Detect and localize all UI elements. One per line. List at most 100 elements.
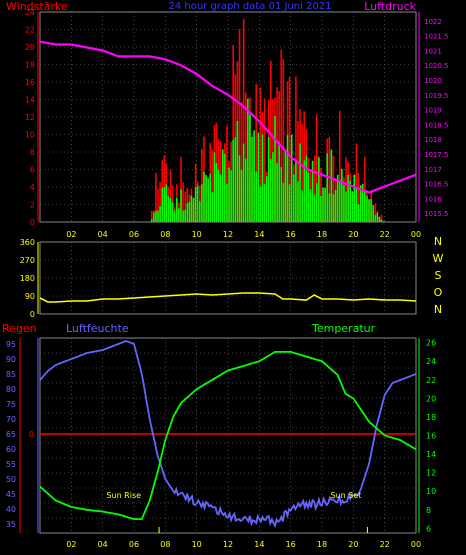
wind-direction-degree-tick: 270 [20, 256, 35, 265]
wind-pressure-time-tick: 04 [98, 230, 108, 239]
wind-pressure-time-tick: 08 [160, 230, 170, 239]
humidity-axis: 35 40 45 50 55 60 65 70 75 80 85 90 95 0 [6, 338, 39, 533]
climate-time-tick: 20 [348, 540, 358, 549]
humidity-tick: 85 [6, 370, 16, 379]
wind-pressure-time-tick: 22 [380, 230, 390, 239]
temperature-tick: 20 [426, 394, 436, 403]
pressure-tick: 1022 [424, 18, 442, 26]
climate-time-tick: 06 [129, 540, 139, 549]
wind-direction-degree-tick: 180 [20, 274, 35, 283]
temperature-tick: 24 [426, 357, 436, 366]
humidity-tick: 40 [6, 505, 16, 514]
temperature-tick: 18 [426, 413, 436, 422]
pressure-tick: 1021.5 [424, 33, 449, 41]
wind-direction-degree-tick: 90 [25, 292, 35, 301]
humidity-tick: 55 [6, 460, 16, 469]
wind-speed-tick: 14 [25, 96, 35, 105]
climate-time-tick: 00 [411, 540, 421, 549]
humidity-tick: 70 [6, 415, 16, 424]
climate-time-tick: 08 [160, 540, 170, 549]
humidity-tick: 80 [6, 385, 16, 394]
wind-speed-tick: 22 [25, 26, 35, 35]
temperature-tick: 6 [426, 524, 431, 533]
rain-label: Regen [2, 322, 37, 335]
compass-tick: W [433, 252, 444, 265]
wind-pressure-time-tick: 10 [192, 230, 202, 239]
temperature-tick: 10 [426, 487, 436, 496]
compass-tick: N [434, 303, 442, 316]
humidity-tick: 60 [6, 445, 16, 454]
wind-pressure-time-tick: 20 [348, 230, 358, 239]
pressure-tick: 1019 [424, 107, 442, 115]
pressure-tick: 1017.5 [424, 151, 449, 159]
temperature-line [39, 350, 417, 520]
wind-speed-tick: 18 [25, 61, 35, 70]
pressure-tick: 1018 [424, 136, 442, 144]
wind-pressure-time-tick: 06 [129, 230, 139, 239]
wind-pressure-grid [40, 12, 416, 222]
wind-speed-tick: 6 [30, 166, 35, 175]
climate-time-tick: 14 [254, 540, 264, 549]
rain-tick: 0 [29, 430, 34, 439]
climate-time-tick: 18 [317, 540, 327, 549]
wind-pressure-time-axis: 02 04 06 08 10 12 14 16 18 20 22 00 [66, 230, 421, 239]
temperature-tick: 26 [426, 339, 436, 348]
humidity-tick: 50 [6, 475, 16, 484]
wind-speed-tick: 10 [25, 131, 35, 140]
wind-direction-grid [40, 242, 416, 314]
humidity-tick: 45 [6, 490, 16, 499]
temperature-tick: 8 [426, 506, 431, 515]
compass-tick: O [434, 286, 443, 299]
wind-pressure-time-tick: 02 [66, 230, 76, 239]
wind-direction-degree-tick: 360 [20, 238, 35, 247]
sun-markers: Sun Rise Sun Set [106, 491, 368, 533]
pressure-tick: 1017 [424, 166, 442, 174]
pressure-tick: 1020.5 [424, 62, 449, 70]
temperature-tick: 14 [426, 450, 436, 459]
humidity-line [39, 340, 417, 529]
wind-direction-line [39, 292, 417, 303]
wind-speed-tick: 0 [30, 218, 35, 227]
humidity-tick: 95 [6, 340, 16, 349]
pressure-label: Luftdruck [364, 0, 416, 13]
humidity-tick: 75 [6, 400, 16, 409]
wind-speed-tick: 8 [30, 148, 35, 157]
pressure-axis: 1015.5 1016 1016.5 1017 1017.5 1018 1018.5 1019… [418, 12, 449, 222]
temperature-axis: 6 8 10 12 14 16 18 20 22 24 26 [418, 338, 436, 533]
temperature-tick: 22 [426, 376, 436, 385]
humidity-tick: 35 [6, 520, 16, 529]
climate-time-tick: 10 [192, 540, 202, 549]
pressure-tick: 1016 [424, 195, 442, 203]
pressure-line [39, 40, 417, 194]
climate-time-tick: 22 [380, 540, 390, 549]
temperature-label: Temperatur [311, 322, 376, 335]
wind-pressure-time-tick: 00 [411, 230, 421, 239]
wind-direction-series [39, 292, 417, 303]
wind-pressure-time-tick: 18 [317, 230, 327, 239]
climate-time-tick: 04 [98, 540, 108, 549]
wind-speed-tick: 20 [25, 43, 35, 52]
humidity-label: Luftfeuchte [66, 322, 129, 335]
pressure-tick: 1019.5 [424, 92, 449, 100]
pressure-tick: 1016.5 [424, 181, 449, 189]
wind-pressure-time-tick: 12 [223, 230, 233, 239]
wind-pressure-time-tick: 14 [254, 230, 264, 239]
wind-speed-tick: 16 [25, 78, 35, 87]
wind-speed-tick: 24 [25, 8, 35, 17]
pressure-tick: 1015.5 [424, 210, 449, 218]
temperature-tick: 12 [426, 469, 436, 478]
climate-time-axis: 02 04 06 08 10 12 14 16 18 20 22 00 [66, 540, 421, 549]
sunrise-label: Sun Rise [106, 491, 141, 500]
wind-speed-tick: 12 [25, 113, 35, 122]
climate-time-tick: 02 [66, 540, 76, 549]
wind-speed-tick: 2 [30, 201, 35, 210]
wind-pressure-time-tick: 16 [286, 230, 296, 239]
climate-time-tick: 12 [223, 540, 233, 549]
pressure-tick: 1021 [424, 47, 442, 55]
wind-speed-label: Windstärke [6, 0, 68, 13]
